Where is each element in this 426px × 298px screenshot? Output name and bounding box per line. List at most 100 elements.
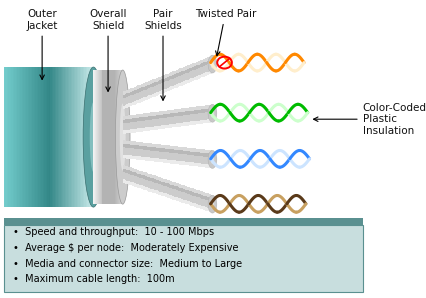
Bar [177,112,179,116]
Bar [122,151,124,154]
Bar [144,150,146,153]
Bar [203,196,204,199]
Bar [194,163,196,166]
Bar [197,152,199,156]
Bar [161,145,163,148]
Bar [130,103,132,106]
Bar [199,120,201,124]
Bar [203,62,204,66]
Bar [183,162,184,165]
Bar [168,117,170,121]
Bar [135,176,137,180]
Bar [187,118,188,122]
Bar [144,124,146,128]
Bar [208,108,210,112]
Bar [155,78,157,82]
Bar [201,106,203,109]
Bar [130,129,132,133]
Bar [152,127,153,130]
Bar [146,143,148,147]
Bar [204,72,207,76]
Bar [166,117,168,121]
Bar [184,111,187,115]
Bar [109,70,110,204]
Bar [139,85,141,88]
Bar [207,204,208,208]
Bar [184,200,187,204]
Bar [210,105,212,108]
Bar [170,149,172,153]
Bar [168,191,170,195]
Bar [203,153,204,156]
Bar [204,196,207,200]
Bar [179,188,181,191]
Bar [166,77,168,81]
Bar [152,83,153,87]
Bar [150,143,152,147]
Bar [133,169,135,172]
Bar [183,71,184,74]
Bar [135,97,137,100]
Bar [194,196,196,200]
Bar [153,158,155,162]
Bar [133,142,135,145]
Bar [133,129,135,133]
Bar [210,119,212,122]
Bar [133,101,135,105]
Bar [53,67,55,207]
Bar [207,61,208,64]
Bar [163,156,164,159]
Bar [159,111,161,115]
Bar [152,112,153,116]
Bar [192,118,194,121]
Bar [190,191,192,195]
Bar [128,93,130,96]
Bar [56,67,58,207]
Bar [159,80,161,84]
Bar [139,178,141,181]
Bar [164,190,166,193]
Bar [184,186,187,190]
Bar [208,71,210,74]
Bar [133,90,135,94]
Bar [208,116,210,119]
Bar [132,88,133,91]
Bar [164,118,166,121]
Bar [126,116,128,119]
Bar [150,150,152,154]
Bar [126,177,128,181]
Bar [199,191,201,195]
Text: Color-Coded
Plastic
Insulation: Color-Coded Plastic Insulation [313,103,426,136]
Bar [172,182,173,185]
Bar [44,67,46,207]
Bar [152,151,153,154]
Bar [143,153,144,157]
Bar [55,67,56,207]
Bar [86,67,87,207]
Bar [141,171,143,175]
Bar [204,204,207,207]
Bar [172,160,173,164]
Bar [122,169,124,172]
Bar [148,88,150,92]
Ellipse shape [207,195,216,213]
Text: •  Maximum cable length:  100m: • Maximum cable length: 100m [13,274,174,285]
Bar [181,199,183,203]
Bar [161,181,163,185]
Bar [192,77,194,81]
Bar [166,88,168,91]
Bar [208,201,210,205]
Bar [194,110,196,114]
Bar [13,67,14,207]
Bar [173,182,176,186]
Bar [194,152,196,156]
Bar [199,163,201,167]
Bar [38,67,40,207]
Bar [139,125,141,128]
Bar [126,104,128,108]
Bar [143,94,144,97]
Bar [197,65,199,68]
Bar [132,118,133,122]
Bar [163,79,164,82]
Bar [197,201,199,204]
